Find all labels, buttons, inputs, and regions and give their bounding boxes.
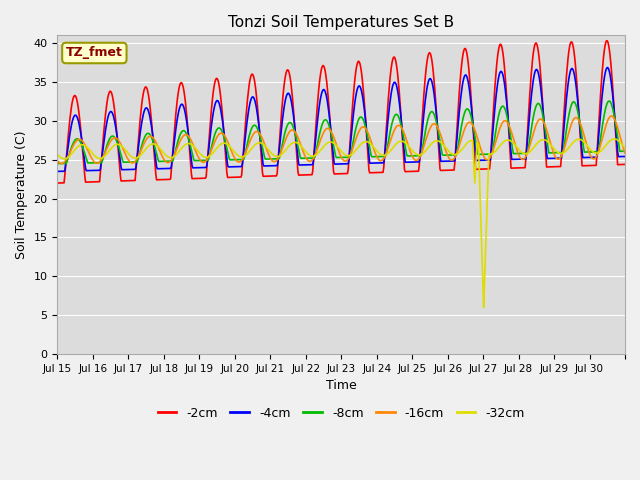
Line: -32cm: -32cm	[58, 139, 625, 308]
-2cm	[432, 97, 440, 103]
Y-axis label: Soil Temperature (C): Soil Temperature (C)	[15, 131, 28, 259]
-32cm	[432, 138, 440, 144]
-8cm	[605, 98, 613, 104]
-8cm	[274, 156, 282, 162]
-32cm	[610, 136, 618, 142]
-16cm	[54, 158, 61, 164]
-32cm	[54, 151, 61, 157]
Title: Tonzi Soil Temperatures Set B: Tonzi Soil Temperatures Set B	[228, 15, 454, 30]
-2cm	[621, 161, 629, 167]
X-axis label: Time: Time	[326, 379, 356, 392]
-2cm	[253, 93, 260, 99]
-16cm	[433, 122, 440, 128]
-2cm	[225, 175, 232, 180]
-8cm	[253, 124, 260, 130]
Line: -4cm: -4cm	[58, 68, 625, 171]
-16cm	[275, 155, 282, 160]
-16cm	[253, 129, 261, 134]
Text: TZ_fmet: TZ_fmet	[66, 47, 123, 60]
-32cm	[120, 145, 128, 151]
-32cm	[274, 154, 282, 159]
-4cm	[120, 167, 128, 172]
-16cm	[121, 150, 129, 156]
-8cm	[54, 161, 61, 167]
-16cm	[401, 131, 408, 137]
-4cm	[432, 103, 440, 109]
-16cm	[621, 150, 629, 156]
-4cm	[225, 164, 232, 170]
-16cm	[58, 161, 66, 167]
-4cm	[621, 154, 629, 159]
-2cm	[400, 156, 408, 161]
-32cm	[253, 141, 260, 146]
-2cm	[120, 178, 128, 184]
-4cm	[253, 105, 260, 111]
-8cm	[400, 135, 408, 141]
-32cm	[621, 145, 629, 151]
-4cm	[400, 144, 408, 150]
-16cm	[225, 142, 233, 148]
-2cm	[604, 38, 611, 44]
-2cm	[54, 180, 61, 186]
Line: -2cm: -2cm	[58, 41, 625, 183]
-16cm	[608, 113, 616, 119]
Line: -8cm: -8cm	[58, 101, 625, 164]
-2cm	[274, 160, 282, 166]
-32cm	[225, 142, 232, 148]
-8cm	[432, 116, 440, 121]
-4cm	[274, 159, 282, 165]
-4cm	[54, 168, 61, 174]
Line: -16cm: -16cm	[58, 116, 625, 164]
-8cm	[120, 159, 128, 165]
Legend: -2cm, -4cm, -8cm, -16cm, -32cm: -2cm, -4cm, -8cm, -16cm, -32cm	[152, 402, 530, 425]
-8cm	[225, 152, 232, 158]
-4cm	[604, 65, 611, 71]
-32cm	[400, 139, 408, 144]
-32cm	[480, 305, 488, 311]
-8cm	[621, 148, 629, 154]
